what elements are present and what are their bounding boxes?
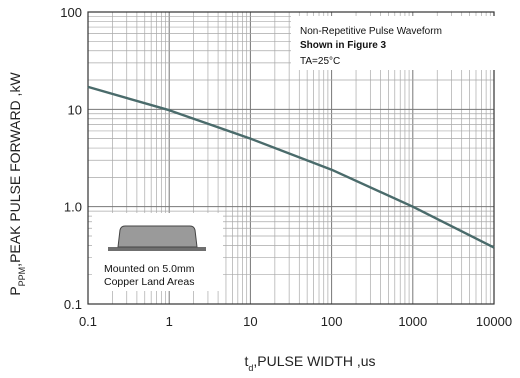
annotation-line-2: Shown in Figure 3 — [300, 40, 387, 51]
annotation-box: Non-Repetitive Pulse Waveform Shown in F… — [291, 16, 513, 70]
x-axis-title: td,PULSE WIDTH ,us — [244, 353, 375, 373]
plot-frame — [87, 11, 495, 305]
tick-labels: 0.1 1 10 100 1000 10000 100 10 1.0 0.1 — [60, 5, 512, 329]
grid — [87, 12, 494, 305]
annotation-line-3: TA=25°C — [300, 56, 340, 67]
x-tick-label: 10000 — [476, 314, 512, 329]
series-line-1 — [87, 85, 495, 249]
y-tick-label: 100 — [60, 5, 82, 20]
plot-border — [87, 11, 495, 305]
inset-line-1: Mounted on 5.0mm — [104, 263, 195, 275]
x-tick-label: 100 — [321, 314, 343, 329]
package-pad-icon — [108, 247, 206, 251]
inset-line-2: Copper Land Areas — [104, 276, 194, 288]
x-tick-label: 10 — [243, 314, 257, 329]
y-tick-label: 10 — [68, 102, 82, 117]
x-tick-label: 0.1 — [79, 314, 97, 329]
y-axis-title: PPPM,PEAK PULSE FORWARD ,kW — [7, 72, 27, 296]
package-body-icon — [117, 225, 198, 248]
y-tick-label: 1.0 — [64, 200, 82, 215]
x-tick-label: 1 — [166, 314, 173, 329]
package-inset: Mounted on 5.0mm Copper Land Areas — [92, 213, 223, 291]
y-tick-label: 0.1 — [64, 297, 82, 312]
series-layer — [87, 85, 495, 249]
x-tick-label: 1000 — [398, 314, 427, 329]
annotation-line-1: Non-Repetitive Pulse Waveform — [300, 26, 442, 37]
